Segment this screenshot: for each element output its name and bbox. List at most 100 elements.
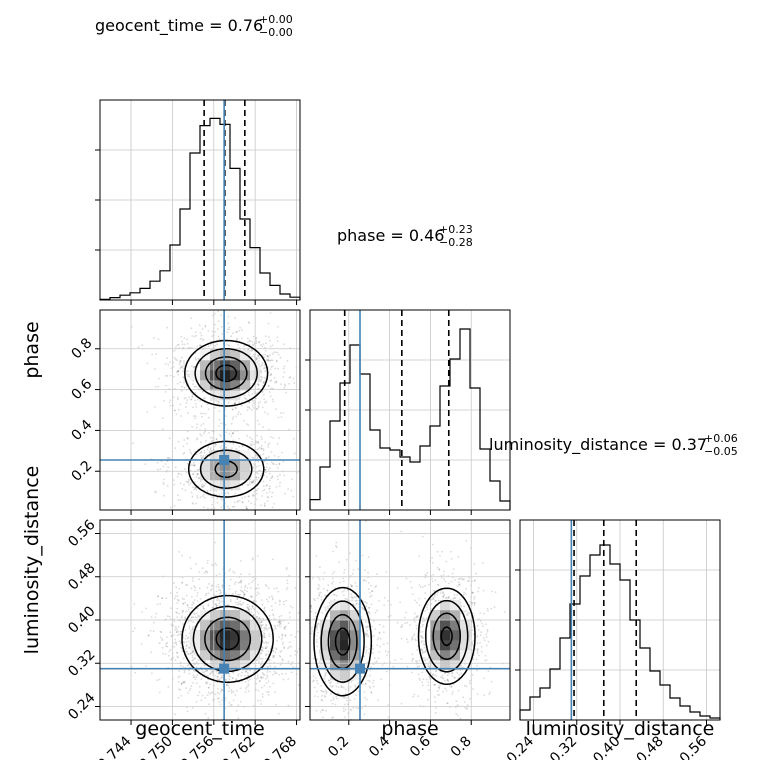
sample-point — [187, 653, 190, 656]
sample-point — [191, 650, 194, 653]
sample-point — [198, 477, 201, 479]
sample-point — [185, 372, 188, 375]
sample-point — [275, 647, 278, 650]
sample-point — [182, 346, 185, 349]
sample-point — [226, 343, 229, 346]
sample-point — [231, 677, 234, 680]
sample-point — [244, 681, 247, 683]
sample-point — [283, 626, 286, 629]
sample-point — [268, 490, 271, 493]
sample-point — [267, 356, 270, 359]
sample-point — [423, 646, 426, 649]
sample-point — [354, 596, 357, 599]
sample-point — [248, 339, 251, 342]
sample-point — [161, 597, 164, 600]
sample-point — [257, 593, 260, 595]
sample-point — [438, 687, 441, 690]
sample-point — [244, 584, 247, 587]
sample-point — [450, 550, 452, 553]
density-cell — [210, 390, 221, 401]
sample-point — [322, 716, 324, 719]
sample-point — [174, 466, 177, 469]
sample-point — [250, 608, 253, 610]
sample-point — [173, 646, 176, 648]
sample-point — [188, 373, 190, 376]
sample-point — [165, 384, 168, 387]
sample-point — [163, 478, 165, 481]
sample-point — [179, 664, 182, 667]
sample-point — [196, 423, 199, 425]
sample-point — [260, 375, 263, 378]
density-cell — [220, 370, 231, 381]
sample-point — [204, 439, 207, 442]
sample-point — [221, 600, 224, 603]
sample-point — [267, 359, 270, 361]
sample-point — [368, 610, 371, 613]
sample-point — [371, 645, 374, 647]
sample-point — [194, 616, 197, 619]
sample-point — [186, 644, 188, 647]
sample-point — [378, 623, 381, 626]
sample-point — [264, 469, 267, 471]
sample-point — [179, 482, 182, 485]
sample-point — [410, 638, 413, 641]
sample-point — [460, 666, 462, 668]
sample-point — [262, 406, 264, 409]
sample-point — [396, 621, 399, 624]
sample-point — [177, 598, 179, 601]
sample-point — [477, 654, 480, 657]
sample-point — [164, 362, 167, 365]
sample-point — [364, 633, 367, 636]
sample-point — [244, 586, 247, 589]
sample-point — [252, 557, 254, 559]
sample-point — [257, 383, 260, 386]
sample-point — [464, 593, 467, 596]
sample-point — [199, 598, 202, 600]
sample-point — [266, 676, 269, 678]
sample-point — [421, 681, 424, 683]
sample-point — [270, 379, 273, 382]
sample-point — [202, 486, 204, 488]
sample-point — [282, 641, 284, 644]
sample-point — [311, 627, 313, 629]
sample-point — [443, 593, 446, 596]
sample-point — [426, 608, 429, 611]
truth-layer — [100, 100, 573, 720]
sample-point — [237, 674, 239, 677]
sample-point — [284, 634, 287, 637]
sample-point — [257, 404, 260, 407]
sample-point — [225, 446, 228, 449]
sample-point — [251, 348, 254, 351]
sample-point — [236, 501, 239, 503]
sample-point — [255, 587, 258, 590]
sample-point — [190, 491, 193, 494]
sample-point — [194, 586, 197, 589]
sample-point — [256, 419, 259, 422]
sample-point — [263, 606, 266, 609]
sample-point — [357, 682, 360, 685]
sample-point — [203, 432, 205, 435]
sample-point — [286, 579, 289, 582]
sample-point — [332, 696, 335, 699]
sample-point — [191, 365, 193, 367]
sample-point — [258, 341, 260, 344]
sample-point — [182, 657, 185, 660]
sample-point — [413, 612, 416, 615]
sample-point — [243, 592, 245, 594]
sample-point — [177, 626, 180, 628]
sample-point — [263, 502, 266, 504]
sample-point — [186, 650, 189, 653]
sample-point — [336, 697, 338, 700]
sample-point — [283, 647, 286, 650]
sample-point — [476, 624, 479, 627]
sample-point — [205, 681, 207, 684]
sample-point — [275, 486, 278, 488]
sample-point — [193, 488, 196, 491]
sample-point — [316, 641, 318, 644]
sample-point — [190, 453, 193, 455]
sample-point — [176, 629, 178, 631]
sample-point — [416, 649, 419, 651]
sample-point — [170, 367, 173, 370]
sample-point — [191, 426, 194, 428]
sample-point — [440, 589, 443, 592]
